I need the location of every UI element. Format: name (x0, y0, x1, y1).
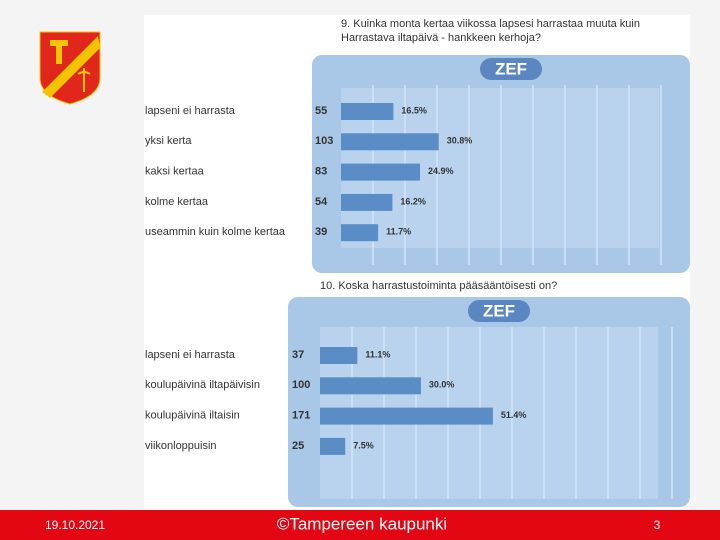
value-label: 16.2% (400, 196, 426, 206)
value-label: 24.9% (428, 166, 454, 176)
footer-copyright: ©Tampereen kaupunki (277, 514, 447, 533)
badge-text: ZEF (483, 301, 515, 320)
category-label: kaksi kertaa (145, 166, 205, 178)
value-label: 16.5% (401, 105, 427, 115)
bar (341, 103, 394, 120)
bar (320, 377, 421, 395)
count-label: 83 (315, 166, 327, 178)
footer-date: 19.10.2021 (45, 518, 105, 532)
category-label: lapseni ei harrasta (145, 105, 236, 117)
value-label: 51.4% (501, 410, 527, 420)
value-label: 30.0% (429, 380, 455, 390)
badge (468, 300, 530, 322)
category-label: koulupäivinä iltapäivisin (145, 379, 260, 391)
bar (341, 224, 379, 242)
badge (480, 58, 542, 80)
category-label: kolme kertaa (145, 196, 209, 208)
count-label: 55 (315, 105, 327, 117)
bar (320, 437, 346, 455)
value-label: 7.5% (353, 440, 374, 450)
category-label: lapseni ei harrasta (145, 349, 236, 361)
count-label: 171 (292, 410, 310, 422)
value-label: 11.7% (386, 227, 411, 237)
category-label: yksi kerta (145, 135, 192, 147)
category-label: koulupäivinä iltaisin (145, 410, 240, 422)
chart-title: 9. Kuinka monta kertaa viikossa lapsesi … (341, 18, 640, 44)
count-label: 100 (292, 379, 310, 391)
badge-text: ZEF (495, 59, 527, 78)
bar (341, 133, 439, 151)
bar (320, 407, 493, 425)
chart-title: 10. Koska harrastustoiminta pääsääntöise… (320, 280, 558, 292)
count-label: 37 (292, 349, 304, 361)
category-label: viikonloppuisin (145, 440, 217, 452)
logo (39, 31, 101, 105)
bar (320, 347, 358, 364)
count-label: 39 (315, 226, 327, 238)
footer-page: 3 (654, 518, 661, 532)
value-label: 30.8% (447, 136, 473, 146)
count-label: 25 (292, 440, 304, 452)
category-label: useammin kuin kolme kertaa (145, 226, 286, 238)
bar (341, 163, 421, 181)
footer-bar (0, 510, 720, 540)
value-label: 11.1% (365, 349, 390, 359)
bar (341, 193, 393, 211)
count-label: 54 (315, 196, 328, 208)
count-label: 103 (315, 135, 333, 147)
